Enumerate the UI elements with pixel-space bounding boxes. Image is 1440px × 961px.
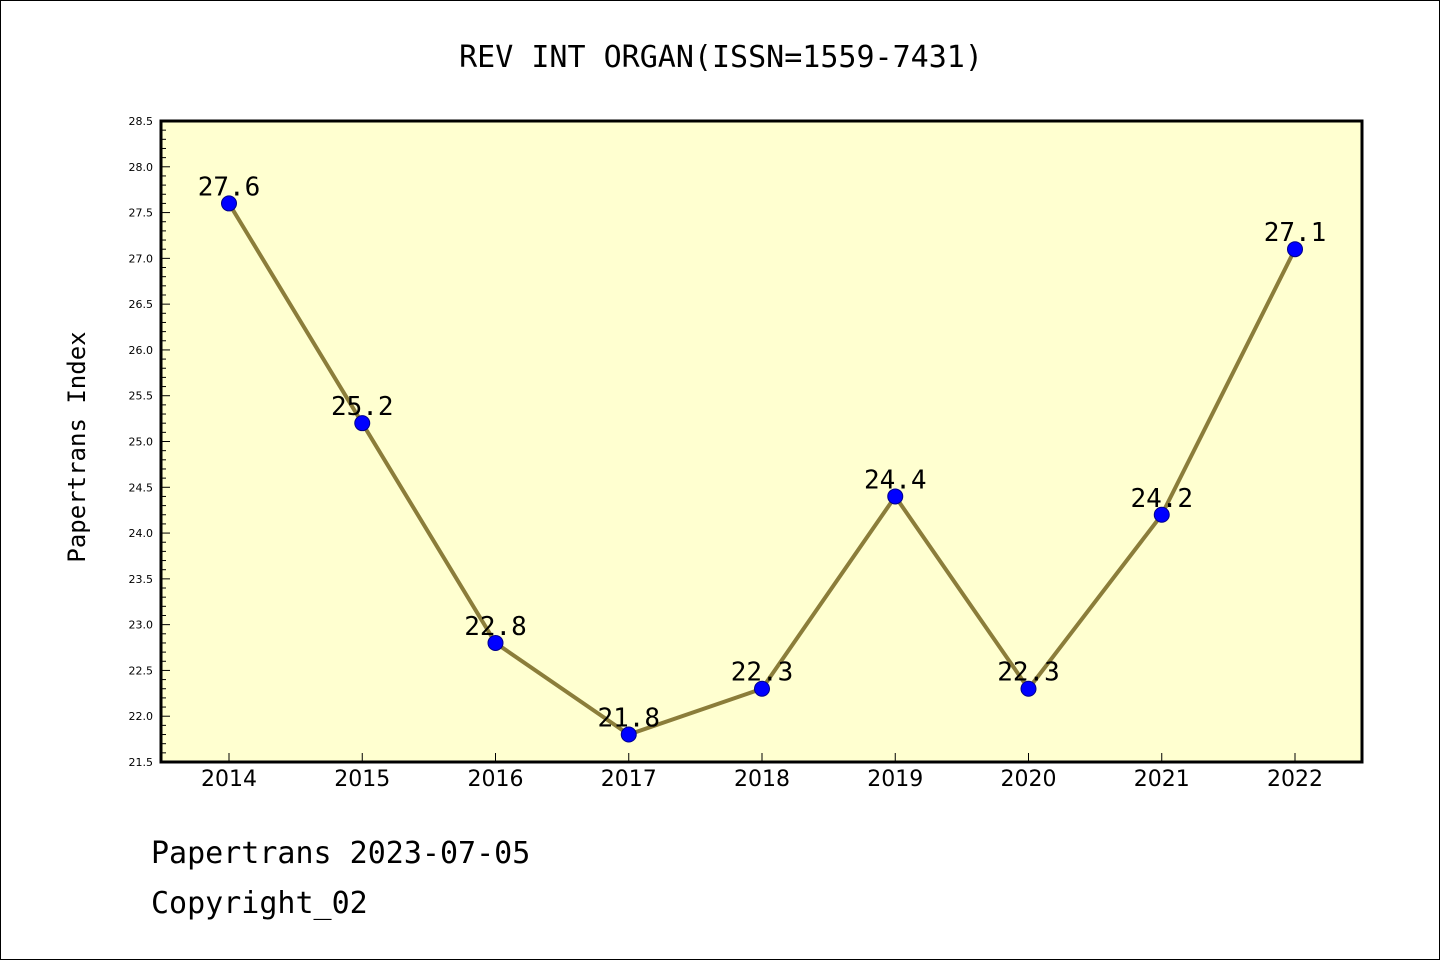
data-label: 24.2 [1130, 484, 1193, 514]
x-tick-label: 2020 [1001, 767, 1057, 792]
x-tick-label: 2015 [334, 767, 390, 792]
data-point [354, 415, 371, 432]
y-axis-ticks: 21.5 22.0 22.5 23.0 23.5 24.0 24.5 25.0 25.5 26.0… [129, 115, 170, 769]
data-label: 24.4 [864, 465, 927, 495]
chart-title: REV INT ORGAN(ISSN=1559-7431) [459, 40, 983, 75]
y-tick-label: 27.5 [129, 207, 154, 220]
data-point [1287, 241, 1303, 258]
data-label: 27.1 [1264, 218, 1327, 248]
y-tick-label: 24.5 [129, 481, 154, 494]
data-point [487, 634, 504, 651]
x-axis-ticks: 2014 2015 2016 2017 2018 2019 2020 2021 2022 [201, 753, 1323, 792]
y-tick-label: 28.0 [129, 161, 154, 174]
data-label: 22.8 [464, 612, 527, 642]
y-tick-label: 22.5 [129, 664, 154, 677]
series-group: 27.6 25.2 22.8 21.8 22.3 24.4 22.3 24.2 27.1 [198, 172, 1327, 743]
y-tick-label: 25.5 [129, 390, 154, 403]
x-tick-label: 2014 [201, 767, 257, 792]
data-label: 25.2 [331, 392, 394, 422]
y-axis-label: Papertrans Index [63, 331, 91, 562]
x-tick-label: 2018 [734, 767, 790, 792]
footer-copyright-text: Copyright_02 [151, 886, 368, 921]
x-tick-label: 2021 [1134, 767, 1190, 792]
x-tick-label: 2022 [1267, 767, 1323, 792]
y-tick-label: 24.0 [129, 527, 154, 540]
x-tick-label: 2017 [601, 767, 657, 792]
x-tick-label: 2016 [468, 767, 524, 792]
y-tick-label: 22.0 [129, 710, 154, 723]
data-label: 22.3 [997, 658, 1060, 688]
y-tick-label: 26.0 [129, 344, 154, 357]
y-tick-label: 28.5 [129, 115, 154, 128]
data-point [887, 488, 904, 505]
footer-date-text: Papertrans 2023-07-05 [151, 836, 531, 871]
data-point [221, 195, 237, 212]
y-tick-label: 23.5 [129, 573, 154, 586]
data-point [754, 680, 770, 697]
data-point [1020, 680, 1037, 697]
plot-area [159, 119, 1364, 764]
x-tick-label: 2019 [867, 767, 923, 792]
y-tick-label: 21.5 [129, 756, 154, 769]
data-point [1153, 506, 1170, 523]
data-label: 27.6 [198, 172, 261, 202]
y-tick-label: 26.5 [129, 298, 154, 311]
data-label: 22.3 [731, 658, 794, 688]
y-tick-label: 23.0 [129, 619, 154, 632]
y-tick-label: 27.0 [129, 252, 154, 265]
data-label: 21.8 [597, 704, 660, 734]
data-point [620, 726, 637, 743]
y-tick-label: 25.0 [129, 436, 154, 449]
